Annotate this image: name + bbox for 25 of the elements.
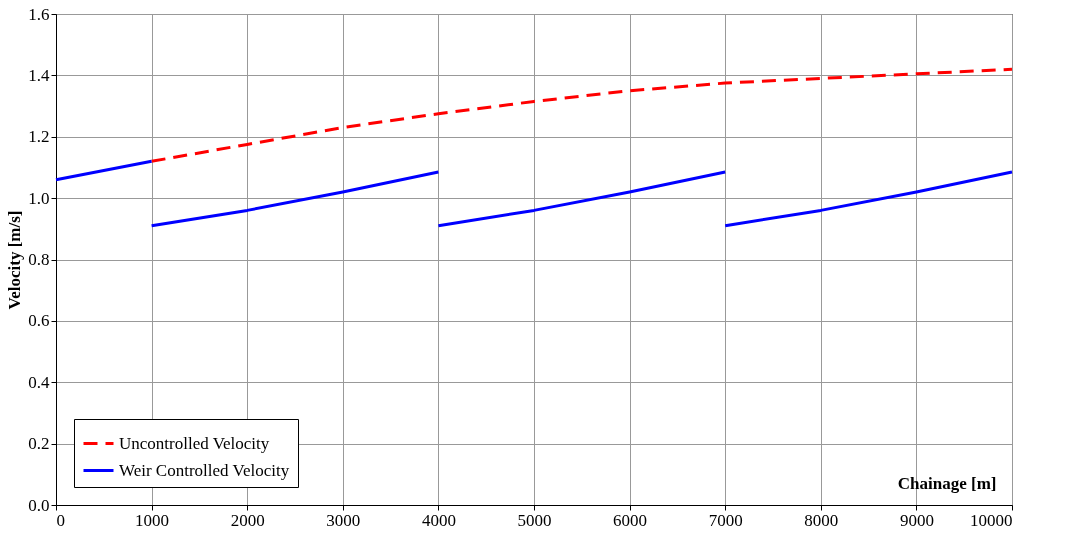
y-tick-label: 0.0: [28, 495, 50, 515]
x-axis-title: Chainage [m]: [897, 473, 997, 493]
y-tick-label: 0.8: [28, 250, 50, 269]
y-tick-label: 1.6: [28, 4, 50, 24]
x-tick-label: 3000: [326, 510, 361, 530]
y-tick-label: 0.6: [28, 311, 50, 331]
x-tick-label: 4000: [421, 510, 456, 530]
x-tick-label: 8000: [804, 510, 839, 530]
x-tick-label: 0: [56, 510, 65, 530]
x-tick-label: 5000: [517, 510, 552, 530]
legend-label: Weir Controlled Velocity: [119, 460, 290, 480]
line-series: [150, 67, 1014, 163]
x-tick-label: 2000: [230, 510, 265, 530]
y-tick-label: 1.4: [28, 65, 50, 85]
y-tick-label: 0.4: [28, 372, 50, 392]
x-tick-label: 9000: [899, 510, 934, 530]
y-tick-label: 0.2: [28, 434, 50, 454]
x-tick-label: 10000: [970, 510, 1013, 530]
x-tick-label: 6000: [613, 510, 648, 530]
y-tick-label: 1.0: [28, 188, 50, 208]
y-axis-title: Velocity [m/s]: [5, 210, 25, 310]
x-tick-label: 7000: [708, 510, 743, 530]
x-tick-label: 1000: [135, 510, 170, 530]
legend-label: Uncontrolled Velocity: [119, 433, 270, 453]
y-tick-label: 1.2: [28, 127, 50, 147]
